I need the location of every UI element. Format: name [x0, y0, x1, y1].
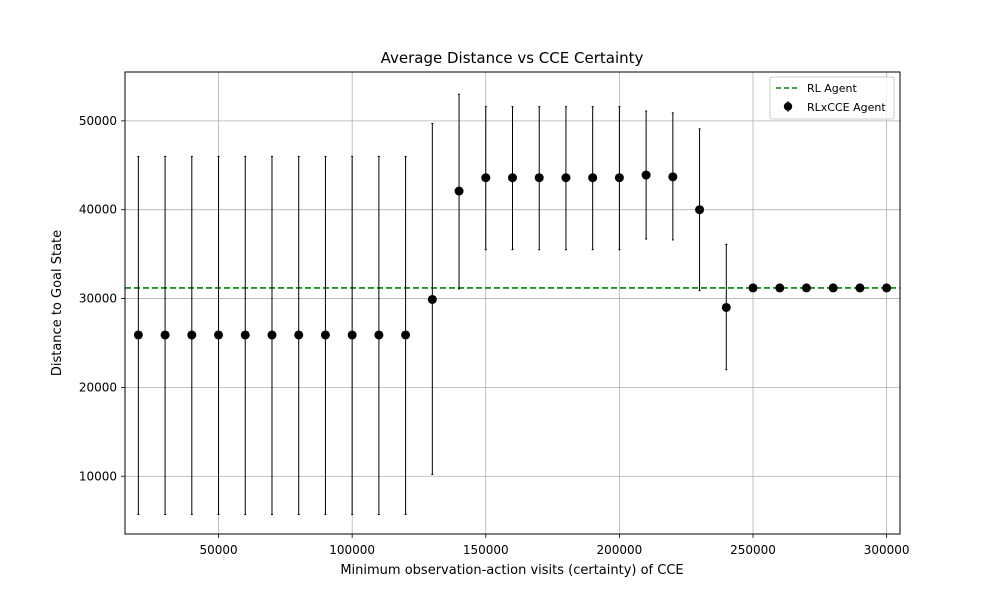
- plot-frame: [124, 71, 901, 535]
- legend-box: [769, 76, 895, 120]
- data-point: [668, 172, 678, 182]
- data-point: [748, 283, 758, 293]
- data-point: [775, 283, 785, 293]
- data-point: [882, 283, 892, 293]
- data-point: [133, 330, 143, 340]
- data-point: [481, 173, 491, 183]
- data-point: [614, 173, 624, 183]
- data-point: [320, 330, 330, 340]
- x-axis-label: Minimum observation-action visits (certa…: [340, 563, 683, 578]
- data-point: [374, 330, 384, 340]
- data-point: [721, 302, 731, 312]
- data-point: [828, 283, 838, 293]
- data-point: [454, 186, 464, 196]
- y-tick-label: 40000: [79, 203, 117, 217]
- rlxcce-agent-series: [133, 93, 892, 515]
- data-point: [641, 170, 651, 180]
- data-point: [214, 330, 224, 340]
- legend-rl-agent-label: RL Agent: [807, 82, 858, 95]
- legend-rlxcce-marker-swatch: [783, 102, 793, 111]
- data-point: [347, 330, 357, 340]
- y-tick-label: 50000: [79, 114, 117, 128]
- x-tick-label: 50000: [199, 543, 237, 557]
- data-point: [160, 330, 170, 340]
- data-point: [588, 173, 598, 183]
- x-tick-label: 250000: [730, 543, 776, 557]
- y-tick-label: 30000: [79, 292, 117, 306]
- data-point: [508, 173, 517, 183]
- legend: RL Agent RLxCCE Agent: [769, 76, 895, 120]
- x-tick-label: 150000: [463, 543, 509, 557]
- chart-title: Average Distance vs CCE Certainty: [381, 49, 644, 67]
- data-point: [534, 173, 544, 183]
- data-point: [695, 205, 705, 215]
- x-tick-label: 200000: [596, 543, 642, 557]
- y-axis: 10000 20000 30000 40000 50000: [79, 114, 125, 483]
- legend-rlxcce-agent-label: RLxCCE Agent: [807, 101, 886, 114]
- y-tick-label: 20000: [79, 380, 117, 394]
- data-point: [561, 173, 571, 183]
- data-point: [294, 330, 304, 340]
- y-tick-label: 10000: [79, 469, 117, 483]
- data-point: [801, 283, 811, 293]
- y-axis-label: Distance to Goal State: [50, 230, 65, 376]
- data-point: [240, 330, 250, 340]
- x-axis: 50000 100000 150000 200000 250000 300000: [199, 534, 910, 557]
- x-tick-label: 300000: [864, 543, 910, 557]
- data-point: [401, 330, 411, 340]
- data-point: [855, 283, 865, 293]
- data-point: [427, 294, 437, 304]
- data-point: [187, 330, 197, 340]
- data-point: [267, 330, 277, 340]
- x-tick-label: 100000: [329, 543, 375, 557]
